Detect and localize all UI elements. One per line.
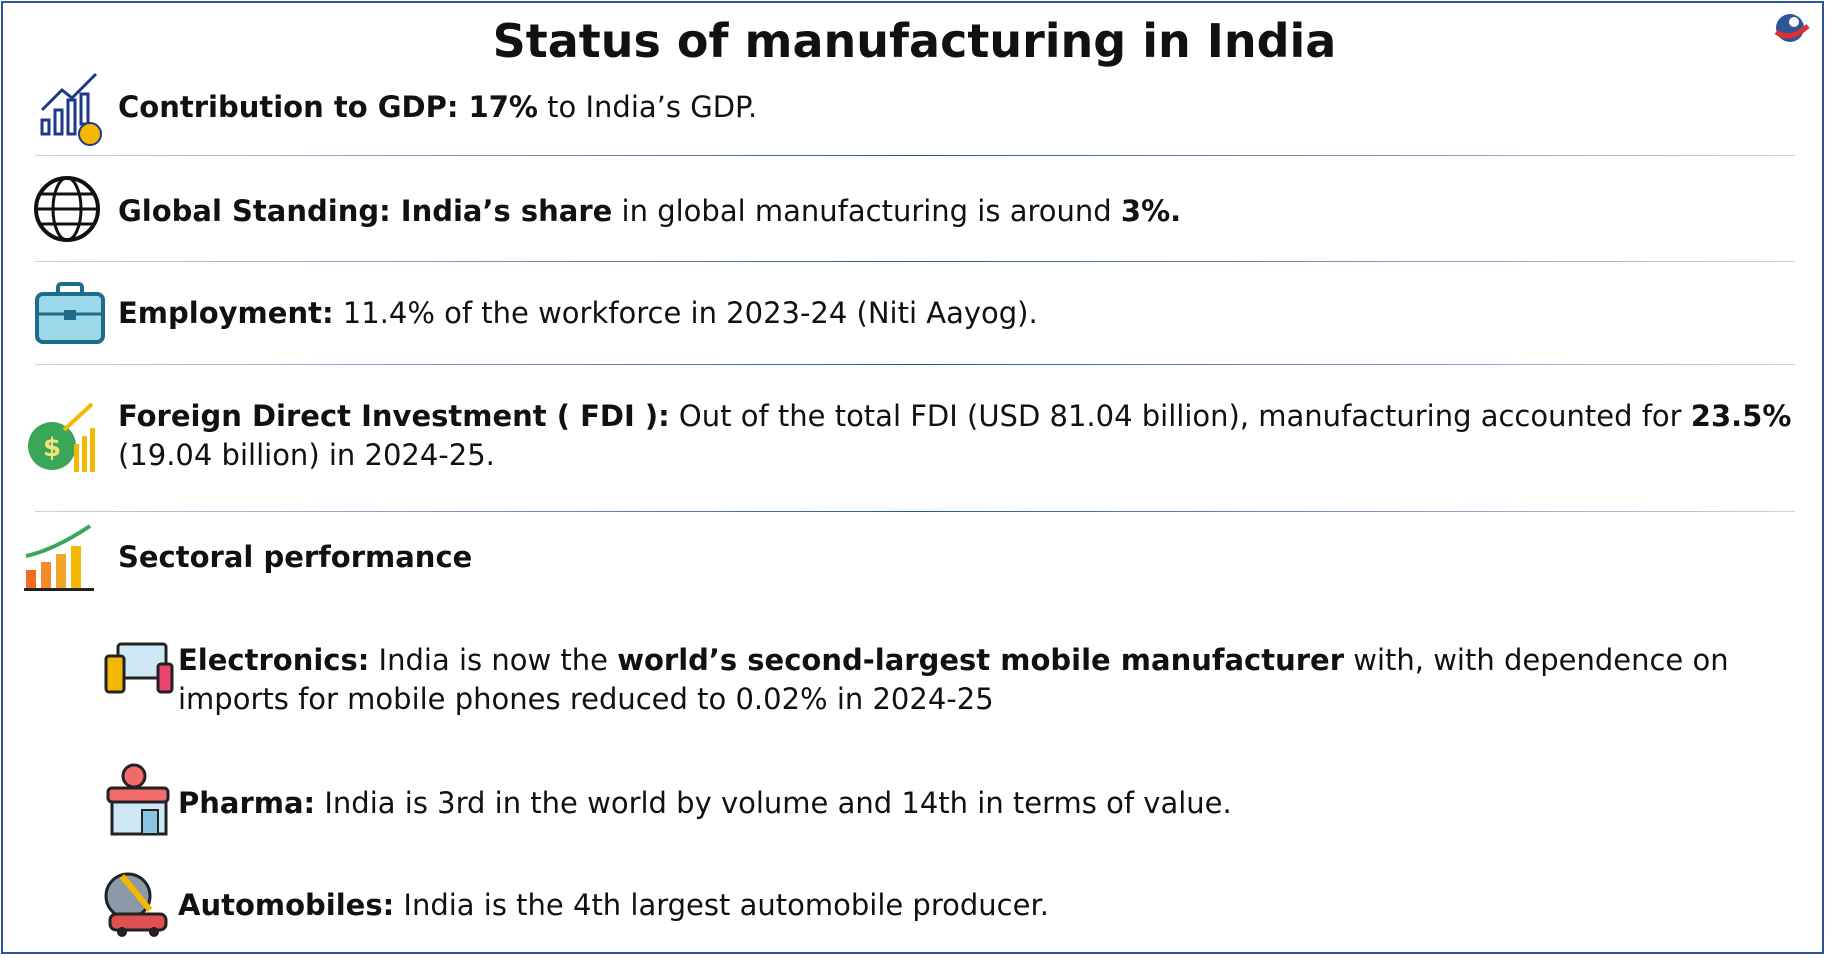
text: 11.4% of the workforce in 2023-24 (Niti …	[333, 296, 1038, 330]
briefcase-icon	[35, 282, 105, 344]
text: with, with dependence on imports for mob…	[178, 643, 1729, 716]
text: to India’s GDP.	[537, 90, 758, 124]
sector: Pharma: India is 3rd in the world by vol…	[178, 784, 1808, 823]
text: in global manufacturing is around	[612, 194, 1121, 228]
bold-text: 3%.	[1120, 194, 1182, 228]
bold-text: Global Standing: India’s share	[118, 194, 613, 228]
bold-text: Electronics:	[178, 643, 370, 677]
bold-text: Employment:	[118, 296, 334, 330]
separator	[35, 364, 1795, 365]
sector: Automobiles: India is the 4th largest au…	[178, 886, 1808, 925]
text: India is now the	[369, 643, 618, 677]
bold-text: Sectoral performance	[118, 540, 473, 574]
bold-text: Contribution to GDP: 17%	[118, 90, 538, 124]
bold-text: Pharma:	[178, 786, 316, 820]
sector: Electronics: India is now the world’s se…	[178, 641, 1808, 719]
item: Foreign Direct Investment ( FDI ): Out o…	[118, 397, 1808, 475]
bold-text: world’s second-largest mobile manufactur…	[617, 643, 1345, 677]
bold-text: Foreign Direct Investment ( FDI ):	[118, 399, 670, 433]
automobile-icon	[104, 872, 168, 937]
text: India is 3rd in the world by volume and …	[315, 786, 1232, 820]
text: Out of the total FDI (USD 81.04 billion)…	[669, 399, 1691, 433]
sector-icon	[24, 524, 94, 591]
item: Sectoral performance	[118, 538, 1808, 577]
logo	[1774, 14, 1810, 42]
electronics-icon	[104, 642, 174, 694]
globe-icon	[34, 176, 100, 242]
bold-text: 23.5%	[1690, 399, 1792, 433]
item: Contribution to GDP: 17% to India’s GDP.	[118, 88, 1808, 127]
svg-text:$: $	[43, 433, 61, 463]
bold-text: Automobiles:	[178, 888, 395, 922]
gdp-icon	[40, 72, 102, 146]
text: India is the 4th largest automobile prod…	[394, 888, 1049, 922]
item: Employment: 11.4% of the workforce in 20…	[118, 294, 1808, 333]
title: Status of manufacturing in India	[492, 14, 1337, 68]
fdi-icon: $	[28, 402, 95, 472]
separator	[35, 511, 1795, 512]
pharma-icon	[106, 763, 170, 836]
text: (19.04 billion) in 2024-25.	[118, 438, 495, 472]
separator	[35, 261, 1795, 262]
item: Global Standing: India’s share in global…	[118, 192, 1808, 231]
separator	[35, 155, 1795, 156]
